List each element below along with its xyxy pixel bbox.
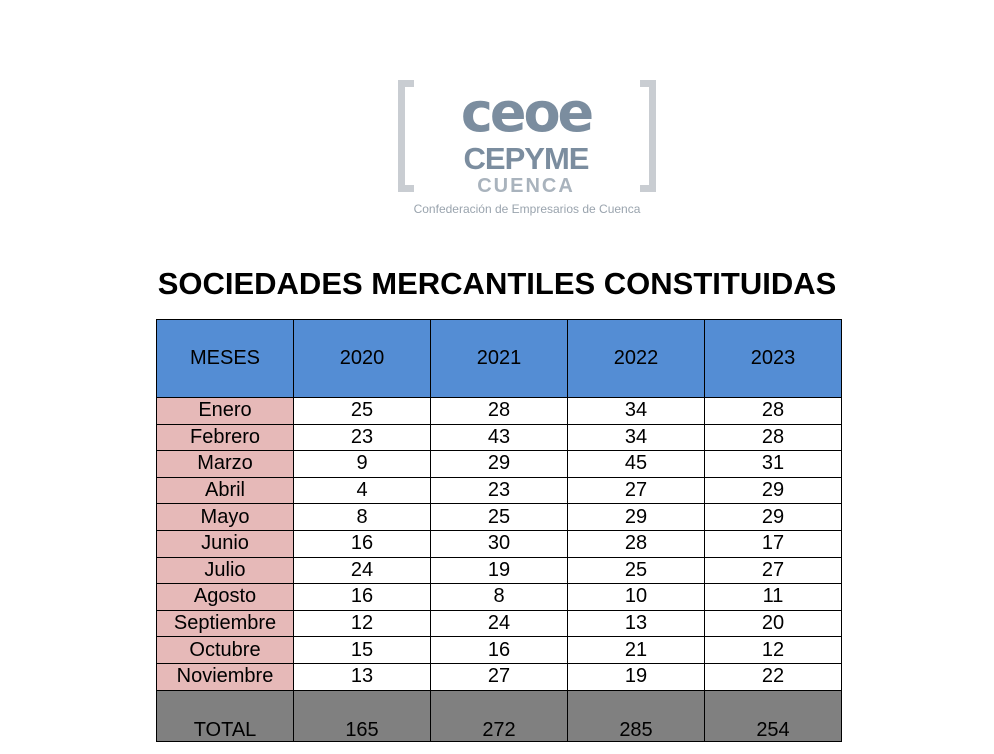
value-cell: 9: [293, 450, 431, 478]
value-cell: 28: [567, 529, 705, 558]
value-cell: 13: [293, 662, 431, 691]
value-cell: 25: [293, 397, 431, 425]
value-cell: 15: [293, 636, 431, 664]
table-row: Mayo 8 25 29 29: [156, 503, 842, 531]
column-header-months: MESES: [156, 319, 294, 398]
table-row: Octubre 15 16 21 12: [156, 636, 842, 664]
month-cell: Febrero: [156, 423, 294, 452]
value-cell: 28: [704, 423, 842, 452]
month-cell: Abril: [156, 476, 294, 505]
value-cell: 28: [704, 397, 842, 425]
table-row: Julio 24 19 25 27: [156, 556, 842, 585]
value-cell: 8: [293, 503, 431, 531]
value-cell: 16: [430, 636, 568, 664]
month-cell: Julio: [156, 556, 294, 585]
value-cell: 27: [567, 476, 705, 505]
value-cell: 16: [293, 529, 431, 558]
value-cell: 27: [430, 662, 568, 691]
value-cell: 12: [293, 609, 431, 638]
table-row: Junio 16 30 28 17: [156, 529, 842, 558]
value-cell: 25: [567, 556, 705, 585]
value-cell: 23: [430, 476, 568, 505]
value-cell: 28: [430, 397, 568, 425]
table-body: Enero 25 28 34 28 Febrero 23 43 34 28 Marzo 9 29 45 31…: [156, 397, 842, 691]
page-title: SOCIEDADES MERCANTILES CONSTITUIDAS: [157, 266, 837, 301]
value-cell: 21: [567, 636, 705, 664]
table-header-row: MESES 2020 2021 2022 2023: [156, 319, 842, 398]
month-cell: Marzo: [156, 450, 294, 478]
value-cell: 43: [430, 423, 568, 452]
column-header-2020: 2020: [293, 319, 431, 398]
value-cell: 34: [567, 423, 705, 452]
logo-bracket-right: [640, 80, 656, 192]
total-label: TOTAL: [156, 689, 294, 742]
table-row: Enero 25 28 34 28: [156, 397, 842, 425]
value-cell: 23: [293, 423, 431, 452]
table-row: Febrero 23 43 34 28: [156, 423, 842, 452]
logo-cuenca: CUENCA: [477, 175, 575, 197]
ceoe-cepyme-logo: ceoe CEPYME CUENCA Confederación de Empr…: [398, 80, 656, 220]
value-cell: 19: [430, 556, 568, 585]
table-row: Septiembre 12 24 13 20: [156, 609, 842, 638]
column-header-2022: 2022: [567, 319, 705, 398]
table-row: Agosto 16 8 10 11: [156, 583, 842, 611]
table-row: Abril 4 23 27 29: [156, 476, 842, 505]
logo-cepyme: CEPYME: [463, 141, 590, 176]
total-cell: 285: [567, 689, 705, 742]
month-cell: Noviembre: [156, 662, 294, 691]
value-cell: 45: [567, 450, 705, 478]
value-cell: 24: [430, 609, 568, 638]
month-cell: Mayo: [156, 503, 294, 531]
logo-bracket-left: [398, 80, 414, 192]
value-cell: 19: [567, 662, 705, 691]
total-row: TOTAL 165 272 285 254: [156, 689, 842, 742]
value-cell: 24: [293, 556, 431, 585]
value-cell: 12: [704, 636, 842, 664]
table-row: Marzo 9 29 45 31: [156, 450, 842, 478]
value-cell: 4: [293, 476, 431, 505]
total-cell: 272: [430, 689, 568, 742]
logo-tagline: Confederación de Empresarios de Cuenca: [413, 202, 641, 216]
value-cell: 29: [567, 503, 705, 531]
value-cell: 8: [430, 583, 568, 611]
value-cell: 25: [430, 503, 568, 531]
value-cell: 29: [704, 503, 842, 531]
value-cell: 10: [567, 583, 705, 611]
value-cell: 29: [430, 450, 568, 478]
value-cell: 27: [704, 556, 842, 585]
value-cell: 11: [704, 583, 842, 611]
value-cell: 17: [704, 529, 842, 558]
value-cell: 31: [704, 450, 842, 478]
logo-ceoe: ceoe: [460, 81, 594, 144]
value-cell: 22: [704, 662, 842, 691]
month-cell: Agosto: [156, 583, 294, 611]
month-cell: Octubre: [156, 636, 294, 664]
month-cell: Junio: [156, 529, 294, 558]
table-row: Noviembre 13 27 19 22: [156, 662, 842, 691]
value-cell: 20: [704, 609, 842, 638]
column-header-2021: 2021: [430, 319, 568, 398]
total-cell: 165: [293, 689, 431, 742]
value-cell: 16: [293, 583, 431, 611]
total-cell: 254: [704, 689, 842, 742]
companies-table: MESES 2020 2021 2022 2023 Enero 25 28 34 28 F…: [156, 319, 842, 742]
month-cell: Septiembre: [156, 609, 294, 638]
value-cell: 30: [430, 529, 568, 558]
value-cell: 34: [567, 397, 705, 425]
value-cell: 13: [567, 609, 705, 638]
month-cell: Enero: [156, 397, 294, 425]
value-cell: 29: [704, 476, 842, 505]
column-header-2023: 2023: [704, 319, 842, 398]
